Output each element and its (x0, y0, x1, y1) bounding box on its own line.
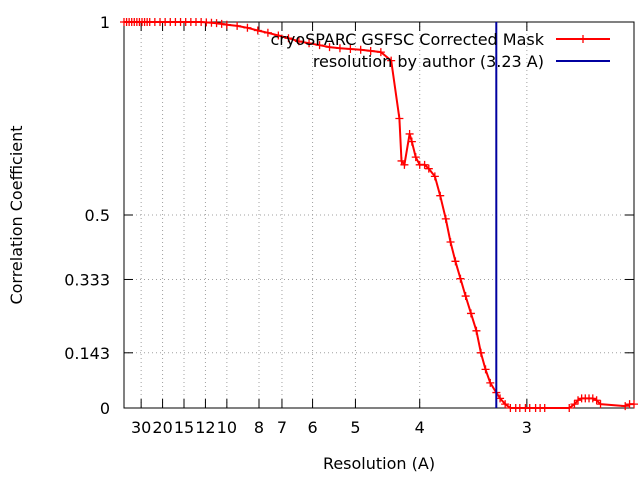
y-tick-label: 0.143 (64, 344, 110, 363)
y-tick-label: 0.5 (85, 206, 110, 225)
data-point (407, 137, 416, 146)
y-tick-label: 0.333 (64, 270, 110, 289)
data-point (481, 365, 490, 374)
legend-label: cryoSPARC GSFSC Corrected Mask (270, 30, 544, 49)
data-point (472, 326, 481, 335)
data-point (305, 39, 314, 48)
data-point (243, 23, 252, 32)
data-point (430, 172, 439, 181)
x-tick-label: 3 (522, 418, 532, 437)
x-tick-label: 20 (152, 418, 172, 437)
y-tick-label: 0 (100, 399, 110, 418)
data-point (420, 160, 429, 169)
data-point (596, 400, 605, 409)
axis-ticks: 0 0.143 0.333 0.5 1 30 20 15 12 10 8 7 6 5 4 3 (64, 13, 634, 437)
data-point (222, 20, 231, 29)
x-tick-label: 7 (277, 418, 287, 437)
data-point (565, 404, 574, 412)
legend-marker (579, 35, 587, 43)
data-point (466, 309, 475, 318)
data-point (476, 348, 485, 357)
data-point (441, 214, 450, 223)
x-tick-label: 12 (195, 418, 215, 437)
legend: cryoSPARC GSFSC Corrected Mask resolution… (270, 30, 610, 71)
data-point (630, 400, 638, 409)
x-tick-label: 8 (254, 418, 264, 437)
data-point (501, 400, 510, 409)
data-point (405, 129, 414, 138)
series-layer (120, 18, 638, 412)
data-point (446, 238, 455, 247)
x-axis-label: Resolution (A) (323, 454, 435, 473)
data-point (592, 396, 601, 405)
data-point (461, 292, 470, 301)
data-point (294, 37, 303, 46)
data-point (451, 257, 460, 266)
data-point (621, 402, 630, 411)
data-point (387, 56, 396, 65)
data-point (356, 45, 365, 54)
x-tick-label: 6 (307, 418, 317, 437)
legend-label: resolution by author (3.23 A) (313, 52, 544, 71)
y-tick-label: 1 (100, 13, 110, 32)
data-point (315, 41, 324, 50)
data-point (366, 46, 375, 55)
grid-lines (124, 22, 634, 408)
x-tick-label: 5 (350, 418, 360, 437)
data-point (217, 19, 226, 28)
y-axis-label: Correlation Coefficient (7, 125, 26, 304)
data-point (574, 396, 583, 405)
data-point (274, 31, 283, 40)
data-point (233, 21, 242, 30)
data-point (376, 48, 385, 57)
data-point (263, 28, 272, 37)
x-tick-label: 30 (131, 418, 151, 437)
data-point (496, 394, 505, 403)
data-point (570, 400, 579, 409)
x-tick-label: 10 (217, 418, 237, 437)
data-point (335, 44, 344, 53)
data-point (284, 34, 293, 43)
data-point (253, 26, 262, 35)
data-point (325, 43, 334, 52)
data-point (411, 153, 420, 162)
x-tick-label: 4 (415, 418, 425, 437)
data-point (540, 404, 549, 412)
data-point (212, 19, 221, 28)
data-point (424, 164, 433, 173)
data-point (486, 378, 495, 387)
x-tick-label: 15 (174, 418, 194, 437)
data-point (395, 114, 404, 123)
data-point (436, 191, 445, 200)
data-point (346, 45, 355, 54)
data-point (588, 394, 597, 403)
data-point (456, 274, 465, 283)
data-point (400, 160, 409, 169)
